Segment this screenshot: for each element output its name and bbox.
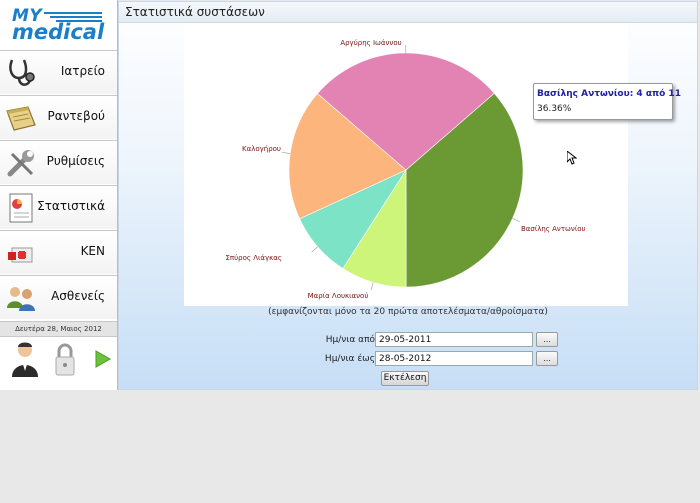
mouse-cursor-icon	[566, 149, 578, 169]
date-to-input[interactable]	[375, 351, 533, 366]
date-to-picker-button[interactable]: ...	[536, 351, 558, 366]
sidebar-item-patients[interactable]: Ασθενείς	[0, 275, 117, 319]
page-title: Στατιστικά συστάσεων	[125, 5, 265, 19]
sidebar-item-label: Ρυθμίσεις	[46, 154, 105, 168]
results-note: (εμφανίζονται μόνο τα 20 πρώτα αποτελέσμ…	[268, 307, 548, 317]
date-from-row: Ημ/νια από ...	[119, 332, 697, 350]
logo-lines	[44, 12, 102, 24]
sidebar-item-label: Στατιστικά	[37, 199, 105, 213]
sidebar-item-settings[interactable]: Ρυθμίσεις	[0, 140, 117, 184]
sidebar: MY medical Ιατρείο Ραντεβού Ρυθμίσεις	[0, 0, 118, 390]
wrench-icon	[4, 146, 38, 180]
pie-slice-label: Βασίλης Αντωνίου	[521, 225, 586, 233]
app-logo[interactable]: MY medical	[0, 0, 117, 50]
pie-chart-svg: Βασίλης Αντωνίου Μαρία Λουκιανού Σπύρος Λι…	[225, 39, 586, 300]
sidebar-item-label: ΚΕΝ	[80, 244, 105, 258]
date-from-label: Ημ/νια από	[325, 335, 375, 345]
pie-leader-line	[282, 152, 291, 154]
main-panel: Στατιστικά συστάσεων Βασίλης Αντωνίου Μαρ…	[118, 1, 698, 390]
date-to-row: Ημ/νια έως ...	[119, 351, 697, 369]
pie-chart: Βασίλης Αντωνίου Μαρία Λουκιανού Σπύρος Λι…	[184, 23, 681, 306]
tooltip-value: 36.36%	[537, 104, 572, 114]
current-date: Δευτέρα 28, Μαιος 2012	[0, 321, 117, 336]
date-from-picker-button[interactable]: ...	[536, 332, 558, 347]
sidebar-item-statistics[interactable]: Στατιστικά	[0, 185, 117, 229]
chart-tooltip: Βασίλης Αντωνίου: 4 από 11 36.36%	[533, 83, 681, 120]
pie-leader-line	[370, 282, 374, 291]
pie-slice[interactable]	[317, 52, 495, 171]
sidebar-item-label: Ιατρείο	[60, 64, 105, 78]
sidebar-bottom-toolbar	[0, 336, 117, 381]
pie-slice-label: Σπύρος Λιάγκας	[225, 254, 282, 262]
logo-text-my: MY	[12, 6, 43, 26]
pie-slice-label: Καλογήρου	[242, 145, 281, 153]
notepad-icon	[4, 101, 38, 135]
pie-leader-line	[512, 218, 520, 223]
pie-leader-line	[311, 246, 318, 253]
pie-slice-label: Μαρία Λουκιανού	[308, 292, 369, 300]
doctor-user-icon[interactable]	[10, 341, 40, 381]
stethoscope-icon	[4, 56, 38, 90]
sidebar-item-label: Ασθενείς	[51, 289, 105, 303]
panel-title-bar: Στατιστικά συστάσεων	[119, 2, 697, 23]
date-to-label: Ημ/νια έως	[324, 354, 375, 364]
run-button[interactable]: Εκτέλεση	[381, 371, 429, 386]
date-from-input[interactable]	[375, 332, 533, 347]
play-arrow-icon[interactable]	[95, 350, 112, 372]
patients-icon	[4, 281, 38, 315]
report-chart-icon	[4, 191, 38, 225]
padlock-icon[interactable]	[54, 343, 76, 381]
logo-text-medical: medical	[12, 20, 105, 44]
sidebar-item-appointments[interactable]: Ραντεβού	[0, 95, 117, 139]
pie-slice[interactable]	[288, 93, 407, 220]
pie-slice-label: Αργύρης Ιωάννου	[340, 39, 401, 47]
sidebar-item-ken[interactable]: ΚΕΝ	[0, 230, 117, 274]
sidebar-item-label: Ραντεβού	[47, 109, 105, 123]
medical-kit-icon	[4, 236, 38, 270]
tooltip-title: Βασίλης Αντωνίου: 4 από 11	[537, 89, 681, 99]
sidebar-item-clinic[interactable]: Ιατρείο	[0, 50, 117, 94]
